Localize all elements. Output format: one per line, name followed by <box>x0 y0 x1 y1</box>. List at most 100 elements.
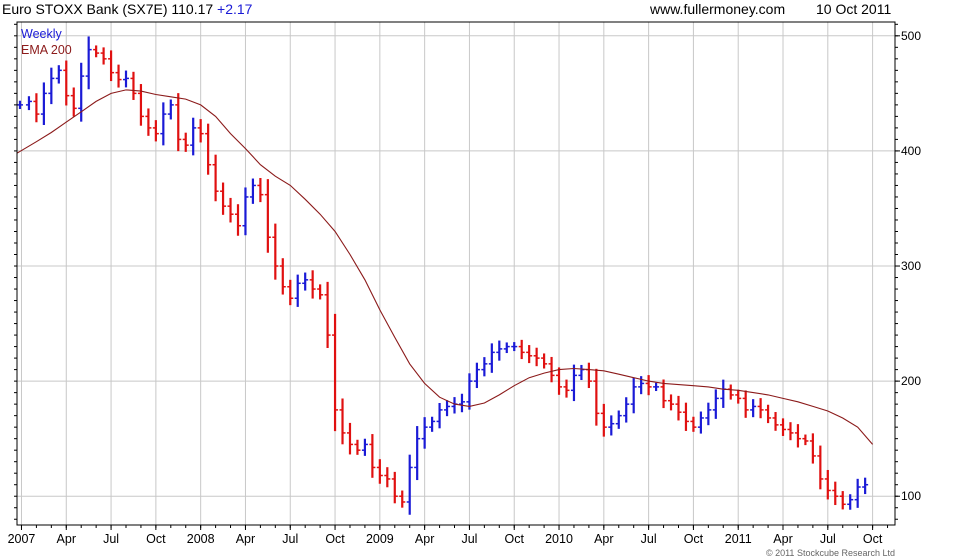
price-bar <box>287 279 294 306</box>
price-bar <box>264 179 271 253</box>
price-bar <box>16 100 23 110</box>
x-tick-label: 2008 <box>187 532 215 546</box>
price-bar <box>750 399 757 418</box>
price-bar <box>130 71 137 100</box>
price-bar <box>817 445 824 490</box>
price-bar <box>720 379 727 408</box>
x-tick-label: Apr <box>773 532 792 546</box>
price-bar <box>70 87 77 117</box>
price-bar <box>160 102 167 146</box>
price-bar <box>40 82 47 125</box>
x-tick-label: Apr <box>594 532 613 546</box>
x-tick-label: 2007 <box>8 532 36 546</box>
price-bar <box>473 362 480 389</box>
price-bar <box>100 47 107 65</box>
price-bar <box>757 398 764 419</box>
copyright-notice: © 2011 Stockcube Research Ltd <box>765 548 895 558</box>
x-axis: 2007 Apr Jul Oct 2008 Apr Jul Oct 2009 Apr Jul Oct 2… <box>8 525 889 546</box>
price-bar <box>802 434 809 446</box>
price-bar <box>847 494 854 510</box>
price-bar <box>854 478 861 508</box>
y-tick-label-200: 200 <box>901 374 921 388</box>
price-bar <box>541 353 548 369</box>
x-tick-label: Oct <box>684 532 704 546</box>
chart-title: Euro STOXX Bank (SX7E) <box>2 1 168 17</box>
price-bar <box>630 377 637 414</box>
site-url[interactable]: www.fullermoney.com <box>650 1 786 17</box>
chart-date: 10 Oct 2011 <box>816 1 892 17</box>
price-bar <box>205 123 212 175</box>
price-bar <box>279 258 286 295</box>
price-bar <box>421 417 428 449</box>
price-bar <box>600 403 607 437</box>
price-bar <box>653 382 660 392</box>
price-bar <box>496 340 503 361</box>
price-bar <box>220 182 227 215</box>
x-tick-label: Oct <box>863 532 883 546</box>
x-tick-label: Jul <box>461 532 477 546</box>
price-bar <box>376 459 383 484</box>
price-bar <box>33 93 40 123</box>
y-axis: 100 200 300 400 500 <box>14 23 921 520</box>
x-tick-label: Apr <box>415 532 434 546</box>
price-bar <box>697 411 704 434</box>
price-bar <box>294 274 301 307</box>
x-tick-label: Jul <box>282 532 298 546</box>
price-bar <box>458 393 465 413</box>
price-bar <box>309 270 316 299</box>
price-bar <box>123 70 130 88</box>
price-bar <box>772 412 779 431</box>
price-bar <box>227 197 234 223</box>
price-bar <box>317 284 324 300</box>
price-bar <box>346 422 353 455</box>
plot-frame <box>16 21 896 526</box>
price-bar <box>332 313 339 432</box>
x-tick-label: 2009 <box>366 532 394 546</box>
price-bar <box>391 471 398 504</box>
price-bar <box>794 424 801 448</box>
y-tick-label-400: 400 <box>901 144 921 158</box>
x-tick-label: Jul <box>641 532 657 546</box>
price-bar <box>645 375 652 396</box>
price-bar <box>742 390 749 418</box>
x-tick-label: Apr <box>57 532 76 546</box>
price-bar <box>137 84 144 126</box>
price-bar <box>608 415 615 436</box>
x-tick-label: Apr <box>236 532 255 546</box>
x-tick-label: Jul <box>103 532 119 546</box>
y-tick-label-100: 100 <box>901 489 921 503</box>
price-bar <box>444 400 451 417</box>
price-bar <box>55 65 62 84</box>
y-tick-label-300: 300 <box>901 259 921 273</box>
price-bar <box>182 132 189 152</box>
price-bar <box>152 120 159 142</box>
price-bar <box>839 491 846 510</box>
price-bar <box>705 402 712 426</box>
price-bar <box>518 339 525 360</box>
price-bar <box>451 397 458 414</box>
weekly-price-bars <box>16 36 869 515</box>
chart-header: Euro STOXX Bank (SX7E) 110.17 +2.17 <box>2 1 252 17</box>
price-bar <box>63 60 70 106</box>
price-bar <box>324 281 331 349</box>
price-bar <box>25 96 32 111</box>
price-bar <box>675 395 682 421</box>
price-bar <box>712 389 719 419</box>
price-bar <box>115 64 122 88</box>
price-bar <box>533 347 540 367</box>
last-price: 110.17 <box>171 1 214 17</box>
price-bar <box>429 416 436 432</box>
price-bar <box>593 368 600 426</box>
x-tick-label: 2011 <box>725 532 752 546</box>
price-bar <box>249 178 256 204</box>
price-bar <box>556 367 563 395</box>
price-bar <box>93 45 100 58</box>
price-bar <box>85 36 92 90</box>
x-tick-label: Jul <box>820 532 836 546</box>
price-bar <box>197 119 204 143</box>
price-bar <box>503 342 510 354</box>
price-bar <box>436 402 443 429</box>
y-tick-label-500: 500 <box>901 29 921 43</box>
price-bar <box>787 422 794 441</box>
price-bar <box>361 438 368 456</box>
